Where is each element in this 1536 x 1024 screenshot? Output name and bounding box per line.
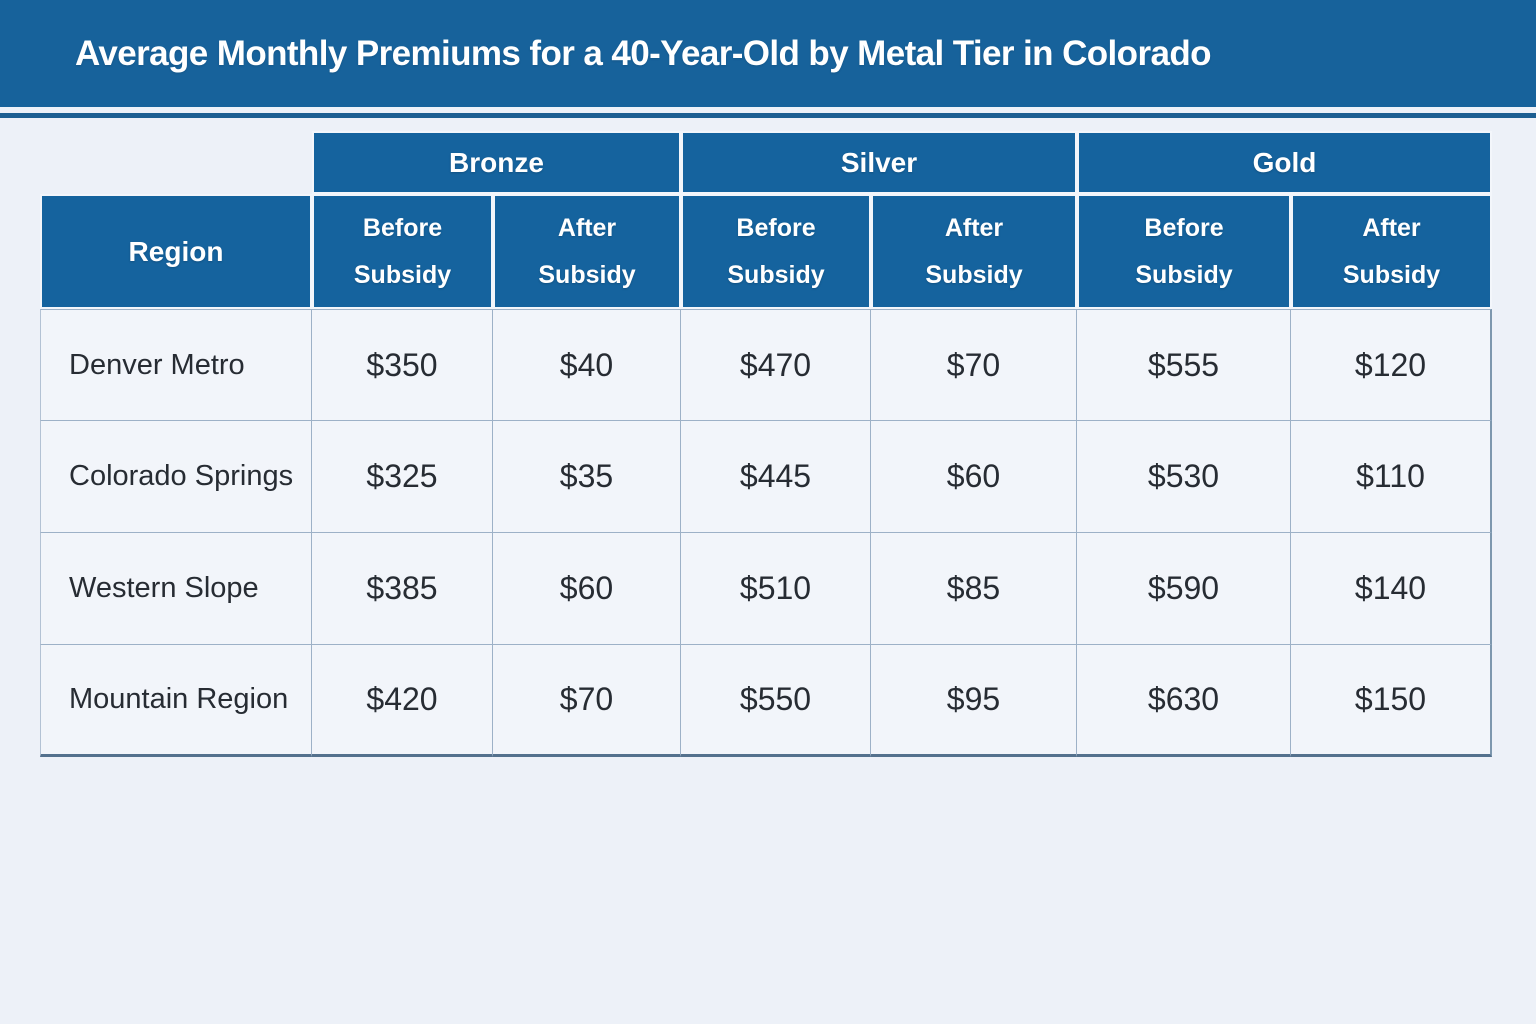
value-cell: $350: [312, 309, 493, 421]
value-cell: $550: [681, 645, 871, 757]
value-cell: $95: [871, 645, 1077, 757]
region-column-header: Region: [40, 194, 312, 309]
value-cell: $70: [871, 309, 1077, 421]
tier-header-bronze: Bronze: [312, 131, 681, 194]
subheader-silver-before: Before Subsidy: [681, 194, 871, 309]
subheader-bronze-before: Before Subsidy: [312, 194, 493, 309]
value-cell: $385: [312, 533, 493, 645]
value-cell: $40: [493, 309, 681, 421]
tier-row-spacer: [40, 131, 312, 194]
value-cell: $420: [312, 645, 493, 757]
subheader-silver-after: After Subsidy: [871, 194, 1077, 309]
premiums-table: Bronze Silver Gold Region Before Subsidy…: [40, 131, 1492, 757]
value-cell: $325: [312, 421, 493, 533]
region-cell: Colorado Springs: [40, 421, 312, 533]
subheader-bronze-after: After Subsidy: [493, 194, 681, 309]
subheader-gold-after: After Subsidy: [1291, 194, 1492, 309]
region-cell: Mountain Region: [40, 645, 312, 757]
value-cell: $120: [1291, 309, 1492, 421]
divider-rule: [0, 113, 1536, 118]
value-cell: $70: [493, 645, 681, 757]
value-cell: $630: [1077, 645, 1291, 757]
value-cell: $60: [871, 421, 1077, 533]
value-cell: $85: [871, 533, 1077, 645]
region-cell: Western Slope: [40, 533, 312, 645]
value-cell: $590: [1077, 533, 1291, 645]
value-cell: $470: [681, 309, 871, 421]
region-cell: Denver Metro: [40, 309, 312, 421]
value-cell: $555: [1077, 309, 1291, 421]
tier-header-silver: Silver: [681, 131, 1077, 194]
page-title: Average Monthly Premiums for a 40-Year-O…: [75, 33, 1211, 73]
title-banner: Average Monthly Premiums for a 40-Year-O…: [0, 0, 1536, 107]
value-cell: $140: [1291, 533, 1492, 645]
value-cell: $530: [1077, 421, 1291, 533]
tier-header-gold: Gold: [1077, 131, 1492, 194]
value-cell: $510: [681, 533, 871, 645]
subheader-gold-before: Before Subsidy: [1077, 194, 1291, 309]
value-cell: $110: [1291, 421, 1492, 533]
value-cell: $35: [493, 421, 681, 533]
value-cell: $445: [681, 421, 871, 533]
value-cell: $150: [1291, 645, 1492, 757]
value-cell: $60: [493, 533, 681, 645]
